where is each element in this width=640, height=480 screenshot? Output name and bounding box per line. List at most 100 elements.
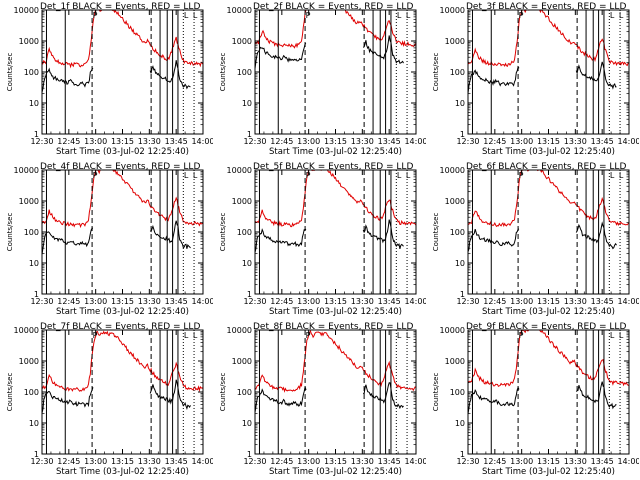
y-tick-label: 100 <box>237 68 252 77</box>
y-tick-label: 1000 <box>232 37 252 46</box>
y-tick-label: 10000 <box>227 166 252 175</box>
x-tick-label: 13:30 <box>351 457 374 466</box>
y-tick-label: 100 <box>24 228 39 237</box>
x-tick-label: 14:00 <box>617 137 639 146</box>
y-axis-label: Counts/sec <box>6 373 14 412</box>
series-line-lld <box>468 170 629 228</box>
x-tick-label: 13:15 <box>537 297 560 306</box>
region-marker: P <box>306 171 311 180</box>
series-line-events <box>255 35 404 69</box>
x-tick-label: 14:00 <box>617 297 639 306</box>
y-tick-label: 100 <box>237 388 252 397</box>
x-tick-label: 13:30 <box>138 297 161 306</box>
series-line-lld <box>468 10 629 68</box>
series-line-lld <box>42 10 203 69</box>
region-marker: P <box>93 171 98 180</box>
series-line-lld <box>42 170 203 229</box>
y-tick-label: 10000 <box>14 326 39 335</box>
series-group <box>42 10 203 134</box>
series-line-lld <box>42 330 203 393</box>
y-tick-label: 10 <box>455 259 465 268</box>
x-tick-label: 13:45 <box>378 457 401 466</box>
y-tick-label: 10 <box>29 259 39 268</box>
region-marker: P <box>306 331 311 340</box>
y-tick-label: 100 <box>450 388 465 397</box>
series-group <box>42 330 203 454</box>
region-marker: L <box>193 171 198 180</box>
y-tick-label: 10000 <box>440 326 465 335</box>
region-marker: L <box>193 331 198 340</box>
panel-title: Det_2f BLACK = Events, RED = LLD <box>253 2 413 12</box>
x-tick-label: 13:45 <box>591 297 614 306</box>
x-axis-label: Start Time (03-Jul-02 12:25:40) <box>269 467 402 477</box>
region-marker: L <box>184 171 189 180</box>
x-tick-label: 13:00 <box>510 137 533 146</box>
x-tick-label: 13:00 <box>84 297 107 306</box>
panel-title: Det_7f BLACK = Events, RED = LLD <box>40 322 200 332</box>
y-axis-label: Counts/sec <box>432 213 440 252</box>
x-tick-label: 13:15 <box>324 137 347 146</box>
x-tick-label: 13:15 <box>537 457 560 466</box>
y-tick-label: 1000 <box>19 37 39 46</box>
x-tick-label: 13:00 <box>297 137 320 146</box>
x-tick-label: 13:45 <box>165 457 188 466</box>
x-axis-label: Start Time (03-Jul-02 12:25:40) <box>56 467 189 477</box>
series-group <box>468 170 629 294</box>
x-tick-label: 12:30 <box>456 297 479 306</box>
y-axis-label: Counts/sec <box>6 213 14 252</box>
series-group <box>468 10 629 134</box>
detector-panel: Det_3f BLACK = Events, RED = LLD P L L 1 10 10… <box>426 0 639 160</box>
series-line-lld <box>255 330 416 393</box>
series-group <box>255 10 416 134</box>
series-line-events <box>468 221 617 252</box>
x-tick-label: 12:30 <box>456 457 479 466</box>
x-tick-label: 13:30 <box>564 457 587 466</box>
detector-panel: Det_6f BLACK = Events, RED = LLD P L L 1 10 10… <box>426 160 639 320</box>
x-tick-label: 14:00 <box>404 137 426 146</box>
y-tick-label: 1 <box>460 450 465 459</box>
y-tick-label: 1000 <box>232 357 252 366</box>
x-tick-label: 13:45 <box>165 137 188 146</box>
y-axis-label: Counts/sec <box>219 373 227 412</box>
y-tick-label: 1 <box>34 290 39 299</box>
x-tick-label: 13:00 <box>510 297 533 306</box>
region-marker: L <box>397 331 402 340</box>
y-tick-label: 1 <box>247 450 252 459</box>
x-tick-label: 13:15 <box>111 297 134 306</box>
y-tick-label: 1 <box>460 130 465 139</box>
x-tick-label: 12:45 <box>57 457 80 466</box>
y-tick-label: 10 <box>455 99 465 108</box>
region-marker: L <box>184 331 189 340</box>
x-tick-label: 13:00 <box>297 297 320 306</box>
x-tick-label: 12:45 <box>57 137 80 146</box>
region-marker: L <box>406 331 411 340</box>
panel-title: Det_9f BLACK = Events, RED = LLD <box>466 322 626 332</box>
region-marker: L <box>619 11 624 20</box>
series-group <box>468 330 629 454</box>
x-tick-label: 13:30 <box>564 297 587 306</box>
panel-title: Det_8f BLACK = Events, RED = LLD <box>253 322 413 332</box>
y-tick-label: 10000 <box>14 166 39 175</box>
x-tick-label: 13:00 <box>297 457 320 466</box>
x-tick-label: 12:30 <box>243 297 266 306</box>
region-marker: L <box>397 171 402 180</box>
series-group <box>255 170 416 294</box>
y-tick-label: 1 <box>34 130 39 139</box>
x-tick-label: 13:30 <box>138 137 161 146</box>
x-tick-label: 13:00 <box>84 137 107 146</box>
region-marker: L <box>193 11 198 20</box>
region-marker: P <box>519 331 524 340</box>
x-axis-label: Start Time (03-Jul-02 12:25:40) <box>56 307 189 317</box>
y-tick-label: 1000 <box>19 357 39 366</box>
y-tick-label: 10000 <box>440 166 465 175</box>
detector-panel: Det_9f BLACK = Events, RED = LLD P L L 1 10 10… <box>426 320 639 480</box>
y-tick-label: 1000 <box>19 197 39 206</box>
x-tick-label: 13:15 <box>324 297 347 306</box>
x-tick-label: 13:00 <box>510 457 533 466</box>
